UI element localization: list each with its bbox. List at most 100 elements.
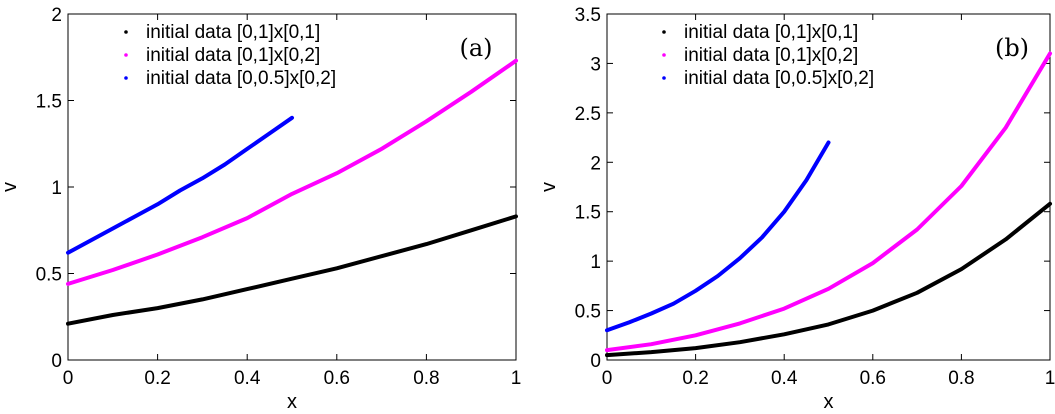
y-tick-label: 0.5 [36,265,62,286]
data-point [133,214,137,219]
data-point [156,306,160,310]
legend-marker [662,53,666,57]
series-0 [605,201,1052,358]
x-axis-label: x [287,391,297,413]
legend-label: initial data [0,1]x[0,1] [684,22,858,43]
data-point [66,282,70,286]
data-point [424,119,428,123]
x-tick-label: 0.2 [682,368,708,389]
data-point [223,162,227,167]
data-point [514,59,518,63]
data-point [782,332,786,336]
data-point [605,353,609,357]
data-point [782,306,786,311]
data-point [826,287,831,291]
x-tick-label: 0.4 [771,368,798,389]
data-point [111,268,115,272]
series-2 [605,140,831,333]
series-1 [66,58,518,286]
data-point [245,287,249,291]
data-point [268,131,272,135]
legend-label: initial data [0,0.5]x[0,2] [684,68,874,89]
data-point [290,192,294,196]
data-point [959,267,964,271]
plot-frame [606,13,1051,361]
legend-marker [124,76,128,80]
data-point [738,340,742,344]
series-0 [66,214,518,326]
data-point [469,228,473,232]
legend-marker [124,53,128,57]
data-point [200,297,204,302]
x-tick-label: 0.2 [144,368,170,389]
data-point [649,311,653,316]
data-point [649,342,653,346]
x-tick-label: 0 [63,368,74,389]
data-point [290,277,294,281]
data-point [959,184,964,188]
data-point [111,226,115,231]
data-point [245,216,249,220]
series-2 [66,115,294,255]
data-point [671,302,676,306]
data-point [649,350,653,354]
data-point [782,210,786,214]
data-point [1004,237,1008,241]
legend-marker [662,76,666,80]
x-tick-label: 0.6 [860,368,886,389]
data-point [335,171,339,175]
data-point [760,235,764,240]
data-point [694,346,698,350]
data-point [66,251,70,255]
panel-label: (b) [995,34,1029,62]
data-point [605,328,609,332]
legend-label: initial data [0,1]x[0,1] [146,22,320,43]
legend-label: initial data [0,1]x[0,2] [146,45,320,66]
series-line [605,201,1052,358]
x-tick-label: 0 [602,368,613,389]
data-point [88,239,92,243]
y-axis-label: v [538,182,560,192]
x-tick-label: 1 [511,368,522,389]
data-point [200,176,204,180]
y-tick-label: 2 [51,5,62,26]
data-point [1048,51,1052,56]
series-line [66,214,518,326]
data-point [871,261,875,265]
legend-label: initial data [0,1]x[0,2] [684,45,858,66]
data-point [915,291,919,295]
legend-marker [662,30,666,34]
y-tick-label: 2 [590,153,601,174]
y-axis-label: v [0,182,21,192]
data-point [694,289,698,293]
data-point [915,227,919,232]
data-point [694,333,698,337]
y-tick-label: 1.5 [575,203,601,224]
data-point [178,188,182,193]
data-point [738,256,742,260]
data-point [627,320,631,325]
panel-label: (a) [459,34,492,62]
data-point [424,242,428,246]
panel-b: 0 0.2 0.4 0.6 0.8 1 0 0.5 1 1.5 2 2.5 3 3.5 x v (b) initi… [538,5,1055,413]
series-line [66,58,518,286]
y-tick-label: 2.5 [575,104,601,125]
y-tick-label: 0.5 [575,302,601,323]
legend-marker [124,30,128,34]
data-point [605,348,609,352]
legend-label: initial data [0,0.5]x[0,2] [146,68,336,89]
data-point [335,266,339,270]
data-point [380,254,384,258]
data-point [804,178,808,182]
x-tick-label: 0.8 [948,368,974,389]
x-axis-label: x [824,391,834,413]
data-point [1004,126,1008,130]
x-tick-label: 0.4 [234,368,261,389]
data-point [156,202,160,206]
data-point [1048,202,1052,206]
data-point [826,140,831,145]
panel-a: 0 0.2 0.4 0.6 0.8 1 0 0.5 1 1.5 2 x v (a) initial data… [0,5,521,413]
data-point [200,235,204,239]
data-point [716,274,720,278]
data-point [245,147,249,151]
